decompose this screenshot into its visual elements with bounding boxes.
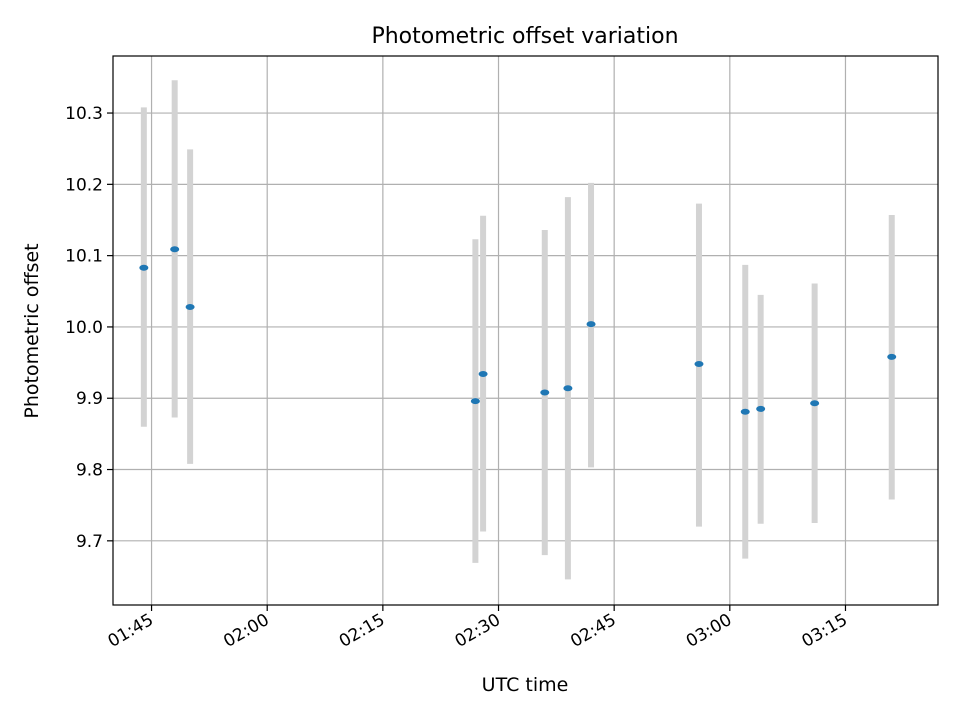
y-tick-label: 9.7 bbox=[76, 532, 103, 552]
data-point bbox=[586, 321, 596, 328]
y-tick-label: 9.8 bbox=[76, 461, 103, 481]
data-point bbox=[540, 389, 550, 396]
x-tick-label: 02:15 bbox=[336, 610, 388, 652]
data-point bbox=[470, 398, 480, 405]
y-axis-label: Photometric offset bbox=[21, 243, 43, 418]
data-points bbox=[139, 246, 897, 415]
plot-frame bbox=[112, 55, 939, 606]
x-tick-label: 01:45 bbox=[105, 610, 157, 652]
y-tick-label: 10.0 bbox=[65, 318, 103, 338]
data-point bbox=[810, 400, 820, 407]
x-axis-label: UTC time bbox=[482, 674, 569, 696]
x-axis-ticks: 01:45 02:00 02:15 02:30 02:45 03:00 03:15 bbox=[105, 605, 851, 652]
x-tick-label: 03:15 bbox=[799, 610, 851, 652]
x-tick-label: 02:30 bbox=[452, 610, 504, 652]
data-point bbox=[563, 385, 573, 392]
data-point bbox=[185, 303, 195, 310]
x-tick-label: 02:00 bbox=[220, 610, 272, 652]
data-point bbox=[139, 264, 149, 271]
data-point bbox=[740, 408, 750, 415]
data-point bbox=[478, 370, 488, 377]
error-bars bbox=[140, 80, 895, 580]
grid-lines bbox=[113, 56, 938, 605]
data-point bbox=[756, 405, 766, 412]
data-point bbox=[694, 361, 704, 368]
y-tick-label: 10.2 bbox=[65, 175, 103, 195]
y-tick-label: 10.1 bbox=[65, 247, 103, 267]
data-point bbox=[170, 246, 180, 253]
x-tick-label: 02:45 bbox=[567, 610, 619, 652]
y-tick-label: 10.3 bbox=[65, 104, 103, 124]
y-axis-ticks: 9.7 9.8 9.9 10.0 10.1 10.2 10.3 bbox=[65, 104, 113, 552]
data-point bbox=[887, 353, 897, 360]
chart-title: Photometric offset variation bbox=[371, 24, 678, 49]
y-tick-label: 9.9 bbox=[76, 389, 103, 409]
x-tick-label: 03:00 bbox=[683, 610, 735, 652]
